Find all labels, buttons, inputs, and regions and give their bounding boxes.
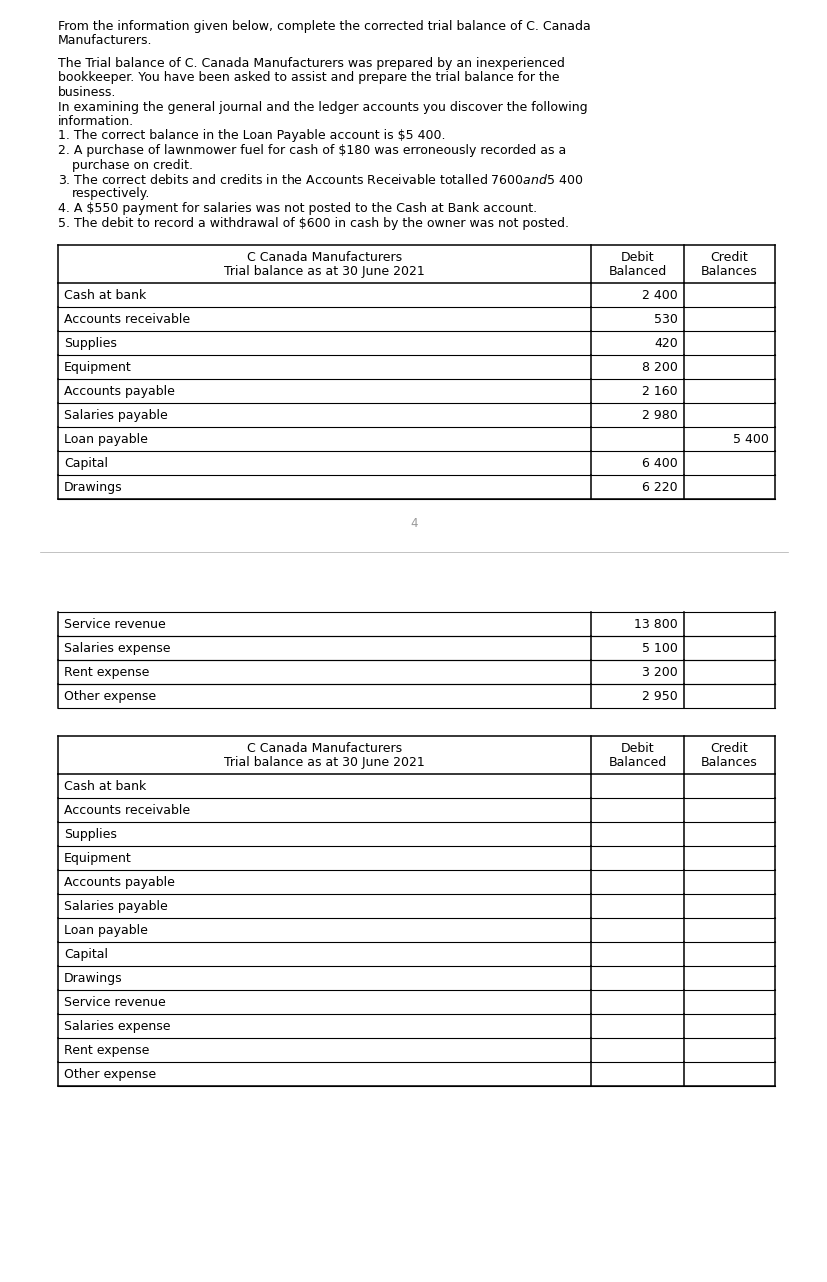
Text: Service revenue: Service revenue: [64, 618, 165, 631]
Text: The Trial balance of C. Canada Manufacturers was prepared by an inexperienced: The Trial balance of C. Canada Manufactu…: [58, 56, 564, 71]
Text: information.: information.: [58, 115, 134, 128]
Text: Trial balance as at 30 June 2021: Trial balance as at 30 June 2021: [224, 756, 424, 769]
Text: 530: 530: [653, 313, 677, 326]
Text: bookkeeper. You have been asked to assist and prepare the trial balance for the: bookkeeper. You have been asked to assis…: [58, 72, 559, 85]
Text: Capital: Capital: [64, 947, 108, 962]
Text: Cash at bank: Cash at bank: [64, 288, 146, 303]
Text: 2 950: 2 950: [642, 690, 677, 703]
Text: 2 400: 2 400: [642, 288, 677, 303]
Text: Equipment: Equipment: [64, 362, 131, 374]
Text: 1. The correct balance in the Loan Payable account is $5 400.: 1. The correct balance in the Loan Payab…: [58, 129, 445, 142]
Text: Balances: Balances: [700, 756, 757, 769]
Text: 3 200: 3 200: [642, 667, 677, 679]
Text: Rent expense: Rent expense: [64, 1044, 149, 1056]
Text: Loan payable: Loan payable: [64, 433, 148, 446]
Text: 4. A $550 payment for salaries was not posted to the Cash at Bank account.: 4. A $550 payment for salaries was not p…: [58, 203, 537, 215]
Text: Salaries expense: Salaries expense: [64, 642, 170, 655]
Text: Accounts receivable: Accounts receivable: [64, 804, 190, 817]
Text: Balanced: Balanced: [608, 265, 666, 278]
Text: 8 200: 8 200: [642, 362, 677, 374]
Text: Accounts payable: Accounts payable: [64, 385, 174, 397]
Text: 420: 420: [653, 337, 677, 350]
Text: Accounts payable: Accounts payable: [64, 876, 174, 888]
Text: Other expense: Other expense: [64, 690, 156, 703]
Text: Supplies: Supplies: [64, 337, 117, 350]
Text: Accounts receivable: Accounts receivable: [64, 313, 190, 326]
Text: 5 400: 5 400: [732, 433, 768, 446]
Text: Service revenue: Service revenue: [64, 996, 165, 1009]
Text: Other expense: Other expense: [64, 1068, 156, 1081]
Text: From the information given below, complete the corrected trial balance of C. Can: From the information given below, comple…: [58, 21, 590, 33]
Text: Balanced: Balanced: [608, 756, 666, 769]
Text: 13 800: 13 800: [633, 618, 677, 631]
Text: 6 400: 6 400: [642, 456, 677, 470]
Text: Drawings: Drawings: [64, 972, 122, 985]
Text: Cash at bank: Cash at bank: [64, 779, 146, 794]
Text: purchase on credit.: purchase on credit.: [72, 159, 193, 172]
Text: Balances: Balances: [700, 265, 757, 278]
Text: 5. The debit to record a withdrawal of $600 in cash by the owner was not posted.: 5. The debit to record a withdrawal of $…: [58, 217, 568, 229]
Text: C Canada Manufacturers: C Canada Manufacturers: [246, 251, 402, 264]
Text: Debit: Debit: [620, 251, 653, 264]
Text: 4: 4: [409, 517, 418, 529]
Text: 6 220: 6 220: [642, 481, 677, 494]
Text: Credit: Credit: [710, 251, 748, 264]
Text: Manufacturers.: Manufacturers.: [58, 35, 152, 47]
Text: Trial balance as at 30 June 2021: Trial balance as at 30 June 2021: [224, 265, 424, 278]
Text: Supplies: Supplies: [64, 828, 117, 841]
Text: 2 980: 2 980: [642, 409, 677, 422]
Text: Loan payable: Loan payable: [64, 924, 148, 937]
Text: Salaries payable: Salaries payable: [64, 409, 168, 422]
Text: 2. A purchase of lawnmower fuel for cash of $180 was erroneously recorded as a: 2. A purchase of lawnmower fuel for cash…: [58, 144, 566, 156]
Text: 3. The correct debits and credits in the Accounts Receivable totalled $7 600 and: 3. The correct debits and credits in the…: [58, 173, 582, 187]
Text: Rent expense: Rent expense: [64, 667, 149, 679]
Text: Drawings: Drawings: [64, 481, 122, 494]
Text: business.: business.: [58, 86, 117, 99]
Text: Equipment: Equipment: [64, 853, 131, 865]
Text: 2 160: 2 160: [642, 385, 677, 397]
Text: 5 100: 5 100: [642, 642, 677, 655]
Text: Salaries expense: Salaries expense: [64, 1020, 170, 1033]
Text: Credit: Credit: [710, 742, 748, 755]
Text: Capital: Capital: [64, 456, 108, 470]
Text: Debit: Debit: [620, 742, 653, 755]
Text: respectively.: respectively.: [72, 187, 151, 200]
Text: C Canada Manufacturers: C Canada Manufacturers: [246, 742, 402, 755]
Text: Salaries payable: Salaries payable: [64, 900, 168, 913]
Text: In examining the general journal and the ledger accounts you discover the follow: In examining the general journal and the…: [58, 100, 587, 114]
